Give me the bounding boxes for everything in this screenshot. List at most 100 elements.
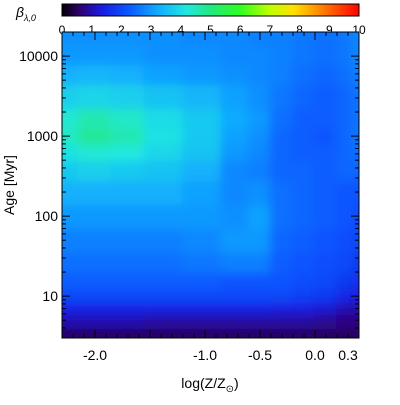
heatmap-cell <box>248 43 272 66</box>
heatmap-cell <box>336 313 355 330</box>
heatmap-cell <box>220 301 250 316</box>
colorbar-tick-label: 3 <box>148 23 155 37</box>
heatmap-cell <box>270 179 294 206</box>
heatmap-cell <box>352 271 359 290</box>
heatmap-cell <box>143 271 184 290</box>
heatmap-cell <box>77 127 113 146</box>
heatmap-cell <box>62 43 80 66</box>
heatmap-cell <box>270 83 294 110</box>
heatmap-cell <box>248 203 272 230</box>
heatmap-cell <box>143 32 184 46</box>
heatmap-cell <box>220 179 250 206</box>
heatmap-cell <box>248 127 272 146</box>
heatmap-cell <box>77 203 113 230</box>
heatmap-cell <box>77 271 113 290</box>
heatmap-cell <box>182 313 223 330</box>
heatmap-cell <box>292 287 316 304</box>
heatmap-cell <box>314 301 338 316</box>
heatmap-cell <box>292 127 316 146</box>
heatmap-cell <box>143 107 184 130</box>
heatmap-cell <box>62 287 80 304</box>
heatmap-cell <box>336 159 355 182</box>
heatmap-cell <box>110 127 146 146</box>
heatmap-cell <box>220 159 250 182</box>
heatmap-cell <box>220 251 250 274</box>
x-tick-label: -0.5 <box>248 347 272 363</box>
heatmap-cell <box>314 143 338 162</box>
heatmap-cell <box>336 203 355 230</box>
heatmap-cell <box>292 63 316 86</box>
heatmap-cell <box>220 327 250 338</box>
heatmap-cell <box>292 327 316 338</box>
heatmap-cell <box>270 287 294 304</box>
heatmap-cell <box>270 127 294 146</box>
heatmap-cell <box>220 203 250 230</box>
heatmap-cell <box>220 127 250 146</box>
heatmap-cell <box>270 63 294 86</box>
heatmap-cell <box>314 287 338 304</box>
heatmap-cell <box>248 83 272 110</box>
heatmap-cell <box>220 32 250 46</box>
heatmap-cell <box>220 287 250 304</box>
heatmap-cell <box>77 143 113 162</box>
colorbar-tick-label: 2 <box>118 23 125 37</box>
heatmap-cell <box>270 227 294 254</box>
colorbar-tick-label: 7 <box>267 23 274 37</box>
heatmap-cell <box>182 107 223 130</box>
heatmap-cell <box>292 251 316 274</box>
heatmap-cell <box>352 43 359 66</box>
heatmap-cell <box>182 63 223 86</box>
heatmap-cell <box>62 271 80 290</box>
heatmap-cell <box>110 301 146 316</box>
heatmap-cell <box>292 203 316 230</box>
heatmap-cell <box>336 327 355 338</box>
heatmap-cell <box>143 43 184 66</box>
heatmap-area <box>61 31 360 339</box>
heatmap-cell <box>336 83 355 110</box>
heatmap-cell <box>62 179 80 206</box>
plot-frame <box>61 31 360 339</box>
heatmap-cell <box>270 159 294 182</box>
x-axis: -2.0 -1.0 -0.5 0.0 0.3 <box>72 32 360 363</box>
heatmap-cell <box>143 327 184 338</box>
heatmap-cell <box>77 63 113 86</box>
heatmap-cell <box>314 313 338 330</box>
heatmap-cell <box>77 313 113 330</box>
heatmap-cell <box>352 83 359 110</box>
heatmap-cell <box>110 107 146 130</box>
heatmap-cell <box>110 251 146 274</box>
heatmap-cell <box>182 203 223 230</box>
heatmap-cell <box>336 143 355 162</box>
heatmap-cell <box>336 179 355 206</box>
heatmap-cell <box>248 287 272 304</box>
heatmap-cell <box>182 287 223 304</box>
heatmap-cell <box>314 203 338 230</box>
heatmap-cells <box>62 32 359 338</box>
heatmap-cell <box>62 227 80 254</box>
x-axis-label-close: ) <box>234 375 239 391</box>
heatmap-cell <box>292 301 316 316</box>
colorbar-label-subscript: λ,0 <box>23 13 36 23</box>
heatmap-cell <box>77 43 113 66</box>
colorbar-tick-label: 9 <box>326 23 333 37</box>
heatmap-cell <box>336 271 355 290</box>
heatmap-cell <box>182 251 223 274</box>
heatmap-cell <box>220 143 250 162</box>
heatmap-cell <box>143 251 184 274</box>
heatmap-cell <box>270 251 294 274</box>
heatmap-cell <box>336 287 355 304</box>
heatmap-cell <box>248 227 272 254</box>
heatmap-cell <box>352 287 359 304</box>
colorbar-ticks: 0 1 2 3 4 5 6 7 8 9 10 <box>59 23 366 37</box>
heatmap-cell <box>270 107 294 130</box>
heatmap-cell <box>62 32 80 46</box>
heatmap-cell <box>314 251 338 274</box>
heatmap-cell <box>182 159 223 182</box>
heatmap-cell <box>110 287 146 304</box>
heatmap-cell <box>182 83 223 110</box>
heatmap-cell <box>336 63 355 86</box>
colorbar-tick-label: 5 <box>207 23 214 37</box>
heatmap-cell <box>336 227 355 254</box>
heatmap-cell <box>336 43 355 66</box>
